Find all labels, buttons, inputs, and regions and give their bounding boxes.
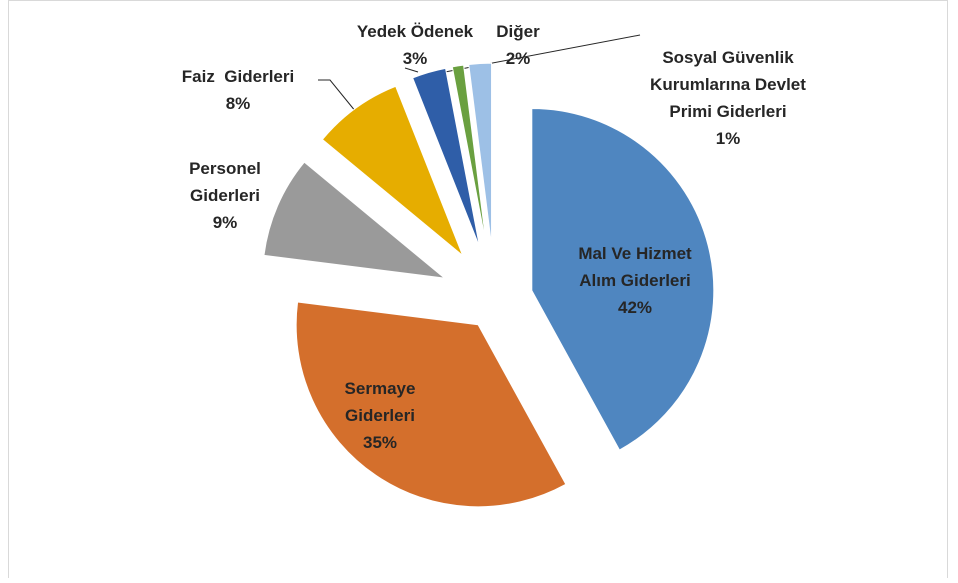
value-label: 9%	[212, 212, 238, 232]
pie-slice	[531, 108, 715, 451]
slice-label: Sosyal Güvenlik Kurumlarına Devlet Primi…	[633, 23, 823, 173]
label-box: Mal Ve Hizmet Alım Giderleri 42%	[565, 215, 705, 345]
pie-slice	[295, 301, 567, 508]
label-box: Yedek Ödenek 3%	[350, 15, 480, 75]
category-label: Personel Giderleri	[189, 158, 266, 205]
pie-slice	[412, 67, 481, 248]
slice-label: Personel Giderleri 9%	[165, 145, 285, 245]
category-label: Faiz Giderleri	[181, 67, 295, 86]
value-label: 42%	[617, 297, 653, 317]
value-label: 3%	[402, 49, 428, 68]
slice-label: Faiz Giderleri 8%	[158, 60, 318, 120]
label-box: Diğer 2%	[478, 15, 558, 75]
value-label: 8%	[225, 94, 251, 113]
label-box: Sermaye Giderleri 35%	[320, 365, 440, 465]
category-label: Mal Ve Hizmet Alım Giderleri	[578, 243, 696, 290]
slice-label: Sermaye Giderleri 35%	[320, 365, 440, 465]
leader-line	[404, 67, 419, 73]
value-label: 2%	[505, 49, 531, 68]
value-label: 1%	[715, 129, 741, 148]
category-label: Sosyal Güvenlik Kurumlarına Devlet Primi…	[650, 48, 811, 121]
pie-slice	[321, 85, 464, 256]
pie-slice	[468, 62, 493, 246]
value-label: 35%	[362, 432, 398, 452]
pie-slice	[263, 161, 447, 279]
leader-line	[318, 79, 357, 113]
slice-label: Mal Ve Hizmet Alım Giderleri 42%	[565, 215, 705, 345]
label-box: Personel Giderleri 9%	[165, 145, 285, 245]
category-label: Diğer	[496, 22, 540, 41]
category-label: Sermaye Giderleri	[344, 378, 421, 425]
category-label: Yedek Ödenek	[356, 22, 474, 41]
slice-label: Yedek Ödenek 3%	[350, 15, 480, 75]
label-box: Faiz Giderleri 8%	[158, 60, 318, 120]
pie-slice	[451, 64, 487, 246]
label-box: Sosyal Güvenlik Kurumlarına Devlet Primi…	[633, 23, 823, 173]
slice-label: Diğer 2%	[478, 15, 558, 75]
